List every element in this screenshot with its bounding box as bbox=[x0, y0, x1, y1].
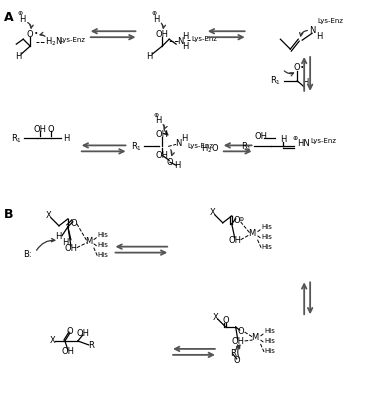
Text: N: N bbox=[175, 139, 181, 148]
Text: N: N bbox=[177, 37, 183, 46]
Text: HN: HN bbox=[297, 139, 310, 148]
Text: R$_1$: R$_1$ bbox=[240, 140, 252, 153]
Text: His: His bbox=[265, 338, 275, 344]
Text: H: H bbox=[182, 32, 188, 41]
Text: H: H bbox=[15, 52, 22, 60]
Text: R$_1$: R$_1$ bbox=[131, 140, 142, 153]
Text: R$_1$: R$_1$ bbox=[11, 132, 22, 145]
Text: X: X bbox=[50, 336, 56, 346]
Text: H: H bbox=[280, 135, 286, 144]
Text: $\oplus$: $\oplus$ bbox=[151, 9, 157, 17]
Text: His: His bbox=[262, 234, 272, 240]
Text: R$_1$: R$_1$ bbox=[270, 75, 281, 87]
Text: A: A bbox=[4, 11, 14, 24]
Text: His: His bbox=[98, 242, 109, 248]
Text: $\ominus$: $\ominus$ bbox=[238, 215, 245, 223]
Text: O: O bbox=[66, 326, 73, 336]
Text: B: B bbox=[4, 208, 14, 221]
Text: His: His bbox=[98, 252, 109, 258]
Text: O: O bbox=[167, 158, 174, 167]
Text: His: His bbox=[262, 224, 272, 230]
Text: B:: B: bbox=[23, 250, 32, 259]
Text: O: O bbox=[71, 219, 77, 228]
Text: H: H bbox=[55, 232, 61, 241]
Text: O: O bbox=[48, 125, 55, 134]
Text: O: O bbox=[27, 30, 33, 39]
Text: H: H bbox=[182, 42, 188, 51]
Text: OH: OH bbox=[65, 244, 78, 253]
Text: H$_2$N: H$_2$N bbox=[45, 36, 63, 48]
Text: His: His bbox=[265, 348, 275, 354]
Text: $\bullet$: $\bullet$ bbox=[33, 29, 38, 35]
Text: H: H bbox=[19, 15, 25, 24]
Text: H$_2$O: H$_2$O bbox=[200, 142, 219, 155]
Text: OH: OH bbox=[156, 130, 169, 139]
Text: H: H bbox=[155, 116, 161, 125]
Text: X: X bbox=[210, 208, 216, 218]
Text: $\oplus$: $\oplus$ bbox=[153, 111, 160, 119]
Text: O: O bbox=[237, 326, 244, 336]
Text: M: M bbox=[248, 229, 255, 238]
Text: OH: OH bbox=[34, 125, 46, 134]
Text: R: R bbox=[88, 342, 94, 350]
Text: His: His bbox=[262, 244, 272, 250]
Text: His: His bbox=[265, 328, 275, 334]
Text: His: His bbox=[98, 232, 109, 238]
Text: $\bullet$: $\bullet$ bbox=[299, 63, 304, 69]
Text: Lys-Enz: Lys-Enz bbox=[317, 18, 343, 24]
Text: Lys-Enz: Lys-Enz bbox=[310, 138, 336, 144]
Text: Lys-Enz: Lys-Enz bbox=[191, 36, 217, 42]
Text: OH: OH bbox=[231, 338, 244, 346]
Text: H: H bbox=[146, 52, 152, 60]
Text: OH: OH bbox=[228, 236, 241, 245]
Text: H: H bbox=[174, 161, 180, 170]
Text: $\oplus$: $\oplus$ bbox=[292, 134, 299, 142]
Text: Lys-Enz: Lys-Enz bbox=[187, 143, 213, 149]
Text: X: X bbox=[213, 313, 219, 322]
Text: O: O bbox=[222, 316, 229, 325]
Text: M: M bbox=[85, 237, 93, 246]
Text: N: N bbox=[309, 26, 315, 35]
Text: M: M bbox=[251, 334, 258, 342]
Text: OH: OH bbox=[156, 151, 169, 160]
Text: H: H bbox=[63, 134, 70, 143]
Text: OH: OH bbox=[255, 132, 268, 141]
Text: O: O bbox=[294, 64, 301, 72]
Text: OH: OH bbox=[76, 328, 89, 338]
Text: X: X bbox=[46, 211, 52, 220]
Text: H: H bbox=[316, 32, 322, 41]
Text: OH: OH bbox=[61, 347, 74, 356]
Text: O: O bbox=[233, 216, 240, 225]
Text: Lys-Enz: Lys-Enz bbox=[59, 37, 85, 43]
Text: OH: OH bbox=[156, 30, 169, 39]
Text: R: R bbox=[230, 349, 236, 358]
Text: $\oplus$: $\oplus$ bbox=[17, 9, 23, 17]
Text: H: H bbox=[153, 15, 159, 24]
Text: H: H bbox=[181, 134, 187, 143]
Text: H: H bbox=[302, 78, 308, 87]
Text: H: H bbox=[62, 238, 68, 247]
Text: O: O bbox=[233, 356, 240, 365]
